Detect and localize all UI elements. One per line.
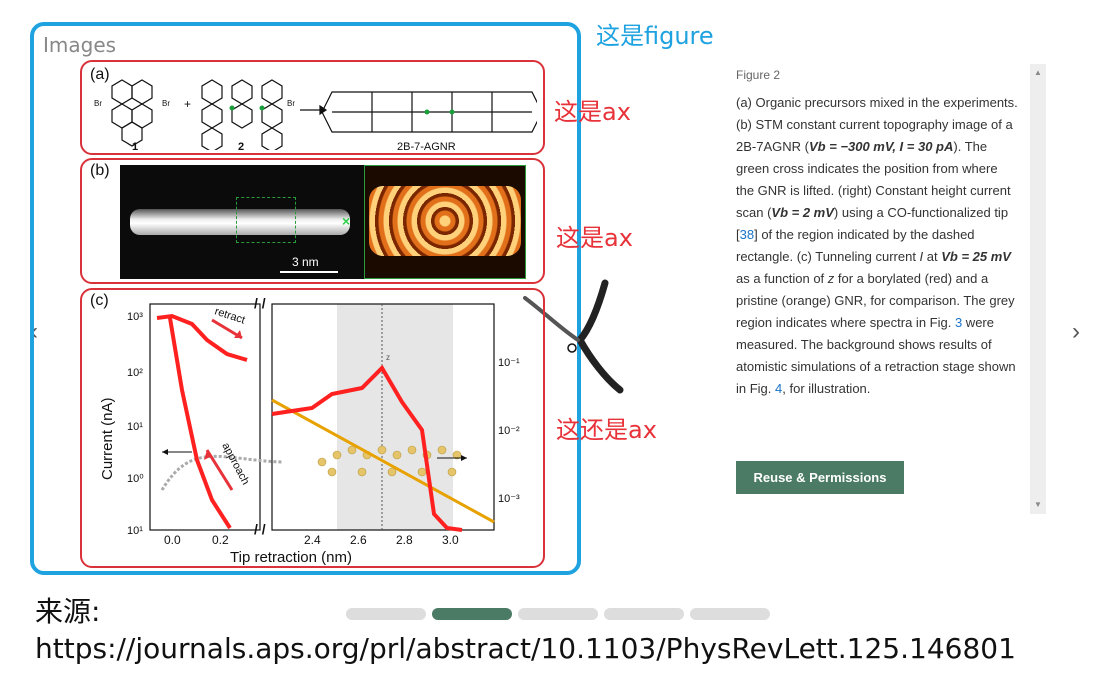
caption-text-2: ). The green cross indicates the positio… (736, 139, 1011, 220)
red-borylated-curve (271, 364, 463, 532)
ref-38-link[interactable]: 38 (739, 227, 755, 242)
hand-scribble-icon (523, 279, 624, 394)
pager-dot-1[interactable] (346, 608, 426, 620)
zp-label: z (386, 353, 390, 362)
ax-panel-a: (a) (80, 60, 545, 155)
ryt-1: 10⁻¹ (498, 357, 520, 369)
y-axis-label: Current (nA) (99, 397, 116, 480)
annotation-ax1: 这是ax (554, 98, 631, 126)
scale-bar (280, 271, 338, 273)
caption-math-2: Vb = 2 mV (771, 205, 834, 220)
scroll-up-icon[interactable]: ▲ (1034, 68, 1042, 77)
pager-dot-2[interactable] (432, 608, 512, 620)
caption-text-1: (a) Organic precursors mixed in the expe… (736, 95, 1018, 154)
reuse-permissions-button[interactable]: Reuse & Permissions (736, 461, 904, 494)
ytick-3: 10¹ (127, 421, 143, 433)
images-label: Images (43, 33, 117, 57)
green-cross-icon: × (342, 213, 351, 229)
current-plot: / / / / z retract approach 10³ (99, 295, 520, 566)
xtick-3: 2.6 (350, 533, 367, 547)
xtick-0: 0.0 (164, 533, 181, 547)
caption-math-3: I (919, 249, 924, 264)
xtick-2: 2.4 (304, 533, 321, 547)
source-label: 来源: (35, 595, 101, 628)
gnr-label: 2B-7-AGNR (397, 141, 456, 150)
annotation-ax2: 这是ax (556, 224, 633, 252)
molecule-1-label: 1 (132, 141, 138, 150)
panel-b-letter: (b) (90, 162, 110, 179)
right-axes-frame (271, 303, 495, 531)
pager-dot-3[interactable] (518, 608, 598, 620)
scan-pattern (369, 186, 521, 256)
molecule-structures: Br Br + Br 1 2 2B-7-AGNR (94, 79, 537, 150)
br-right: Br (287, 99, 295, 108)
figure-caption: Figure 2 (a) Organic precursors mixed in… (736, 64, 1018, 400)
ryt-2: 10⁻² (498, 425, 520, 437)
gnr-bright-strip (130, 209, 350, 235)
ytick-1: 10³ (127, 311, 143, 323)
prev-arrow-icon[interactable]: ‹ (30, 318, 38, 345)
source-url[interactable]: https://journals.aps.org/prl/abstract/10… (35, 632, 1016, 665)
orange-pristine-curve (271, 398, 495, 524)
pager-dot-5[interactable] (690, 608, 770, 620)
next-arrow-icon[interactable]: › (1072, 318, 1080, 345)
caption-math-1: Vb = −300 mV, I = 30 pA (808, 139, 954, 154)
caption-math-4: Vb = 25 mV (941, 249, 1011, 264)
ax-panel-c: (c) / / / / z retr (80, 288, 545, 568)
br-mid: Br (162, 99, 170, 108)
annotation-ax3: 这还是ax (556, 416, 657, 444)
plus-sign: + (184, 97, 191, 111)
ax-panel-b: (b) × 3 nm (80, 158, 545, 284)
approach-arrow-icon (205, 449, 234, 491)
ryt-3: 10⁻³ (498, 493, 520, 505)
x-axis-label: Tip retraction (nm) (230, 549, 352, 566)
red-retract-curve (156, 313, 248, 362)
dashed-rectangle (236, 197, 296, 243)
scroll-down-icon[interactable]: ▼ (1034, 500, 1042, 509)
constant-height-scan-image (364, 165, 526, 279)
scale-label: 3 nm (292, 255, 319, 269)
ref-fig3-link[interactable]: 3 (954, 315, 963, 330)
caption-text-7: for a borylated (red) and a pristine (or… (736, 271, 1015, 330)
caption-text-6: as a function of (736, 271, 828, 286)
caption-text-9: , for illustration. (782, 381, 871, 396)
ytick-5: 10¹ (127, 525, 143, 537)
figure-box (30, 22, 581, 575)
xtick-5: 3.0 (442, 533, 459, 547)
panel-c-letter: (c) (90, 292, 109, 309)
stm-topography-image: × 3 nm (120, 165, 364, 279)
br-left: Br (94, 99, 102, 108)
red-approach-curve (168, 317, 232, 530)
ref-fig4-link[interactable]: 4 (775, 381, 783, 396)
svg-text:/ /: / / (254, 521, 266, 537)
caption-text-5: at (923, 249, 942, 264)
ytick-4: 10⁰ (127, 473, 144, 485)
annotation-figure: 这是figure (596, 22, 714, 50)
panel-a-letter: (a) (90, 66, 110, 83)
left-axes-frame (149, 303, 261, 531)
caption-math-5: z (827, 271, 835, 286)
svg-text:/ /: / / (254, 295, 266, 311)
ytick-2: 10² (127, 367, 143, 379)
caption-text-4: ] of the region indicated by the dashed … (736, 227, 975, 264)
atomistic-simulation-bg (317, 445, 462, 477)
caption-text-3: ) using a CO-functionalized tip [ (736, 205, 1009, 242)
caption-scrollbar[interactable]: ▲ ▼ (1030, 64, 1046, 514)
xtick-1: 0.2 (212, 533, 229, 547)
pager-dot-4[interactable] (604, 608, 684, 620)
molecule-2-label: 2 (238, 141, 244, 150)
caption-text-8: were measured. The background shows resu… (736, 315, 1016, 396)
xtick-4: 2.8 (396, 533, 413, 547)
figure-number: Figure 2 (736, 68, 781, 82)
grey-region (337, 304, 453, 530)
